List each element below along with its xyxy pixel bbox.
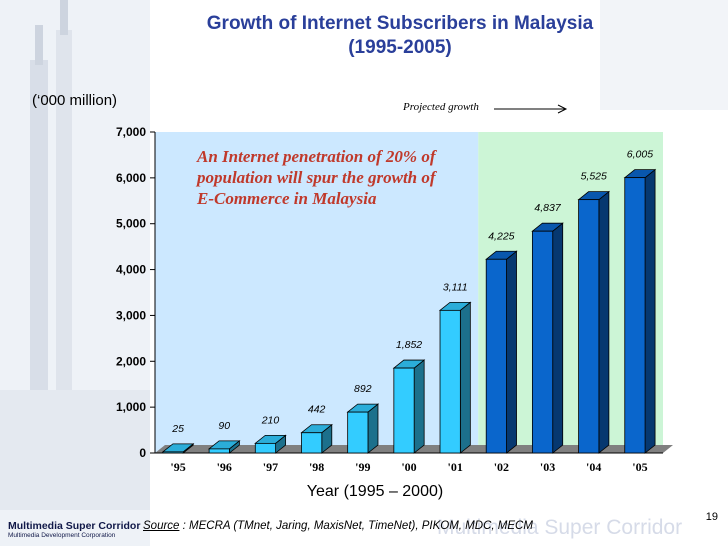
source-key: Source	[143, 520, 180, 532]
bar	[162, 451, 184, 454]
bar	[393, 367, 415, 454]
bar-value-label: 3,111	[443, 281, 468, 293]
source-note: Source : MECRA (TMnet, Jaring, MaxisNet,…	[143, 520, 533, 532]
x-tick-label: '02	[494, 460, 509, 474]
mdc-logo: Multimedia Super Corridor Multimedia Dev…	[8, 520, 148, 539]
bar	[578, 199, 600, 454]
bar-value-label: 90	[218, 420, 230, 432]
y-tick-label: 5,000	[116, 217, 146, 231]
annotation-line-3: E-Commerce in Malaysia	[197, 189, 377, 208]
bar-value-label: 4,225	[488, 230, 514, 242]
y-tick-label: 3,000	[116, 308, 146, 322]
logo-title: Multimedia Super Corridor	[8, 520, 141, 532]
bar-value-label: 6,005	[627, 149, 653, 161]
x-tick-label: '99	[355, 460, 370, 474]
bar-side	[367, 403, 379, 454]
x-tick-label: '95	[170, 460, 185, 474]
x-tick-label: '00	[401, 460, 416, 474]
bar-value-label: 25	[171, 423, 184, 435]
y-tick-label: 4,000	[116, 263, 146, 277]
projected-growth-label: Projected growth	[403, 101, 479, 113]
projected-growth-arrowhead	[557, 104, 568, 114]
x-tick-label: '97	[263, 460, 278, 474]
title-line-1: Growth of Internet Subscribers in Malays…	[206, 13, 594, 34]
page-number: 19	[705, 511, 718, 523]
x-tick-label: '03	[540, 460, 555, 474]
y-tick-label: 6,000	[116, 171, 146, 185]
y-axis-units-label: (‘000 million)	[32, 92, 118, 109]
bar-side	[459, 301, 471, 454]
bar-side	[644, 168, 656, 454]
bar-value-label: 210	[261, 414, 280, 426]
chart-title: Growth of Internet Subscribers in Malays…	[150, 12, 650, 60]
logo-subtitle: Multimedia Development Corporation	[8, 532, 116, 539]
x-axis-label: Year (1995 – 2000)	[306, 483, 444, 500]
bar-value-label: 4,837	[534, 202, 561, 214]
x-tick-label: '98	[309, 460, 324, 474]
bar-side	[413, 359, 425, 454]
bar	[254, 442, 277, 454]
bar-value-label: 5,525	[581, 171, 607, 183]
source-text: : MECRA (TMnet, Jaring, MaxisNet, TimeNe…	[179, 520, 533, 532]
bar	[531, 230, 554, 454]
bar-side	[598, 190, 610, 454]
y-tick-label: 2,000	[116, 354, 146, 368]
x-tick-label: '05	[632, 460, 647, 474]
y-tick-label: 0	[139, 446, 146, 460]
bar	[301, 432, 323, 454]
bar-value-label: 442	[308, 404, 326, 416]
x-tick-label: '96	[217, 460, 232, 474]
bar-side	[552, 222, 564, 454]
annotation-line-2: population will spur the growth of	[197, 168, 436, 187]
y-tick-label: 7,000	[116, 125, 146, 139]
bar-side	[506, 250, 517, 454]
y-tick-label: 1,000	[116, 400, 146, 414]
title-line-2: (1995-2005)	[348, 37, 452, 58]
bar	[624, 177, 646, 454]
bar	[439, 309, 461, 454]
bar	[485, 258, 507, 454]
bar-value-label: 1,852	[396, 339, 422, 351]
bar	[347, 411, 369, 454]
annotation-line-1: An Internet penetration of 20% of	[197, 147, 436, 166]
bar-value-label: 892	[354, 383, 372, 395]
x-tick-label: '01	[448, 460, 463, 474]
bar	[208, 448, 230, 454]
annotation-text: An Internet penetration of 20% of popula…	[197, 146, 497, 209]
x-tick-label: '04	[586, 460, 601, 474]
watermark-text: Multimedia Super Corridor	[437, 516, 683, 539]
